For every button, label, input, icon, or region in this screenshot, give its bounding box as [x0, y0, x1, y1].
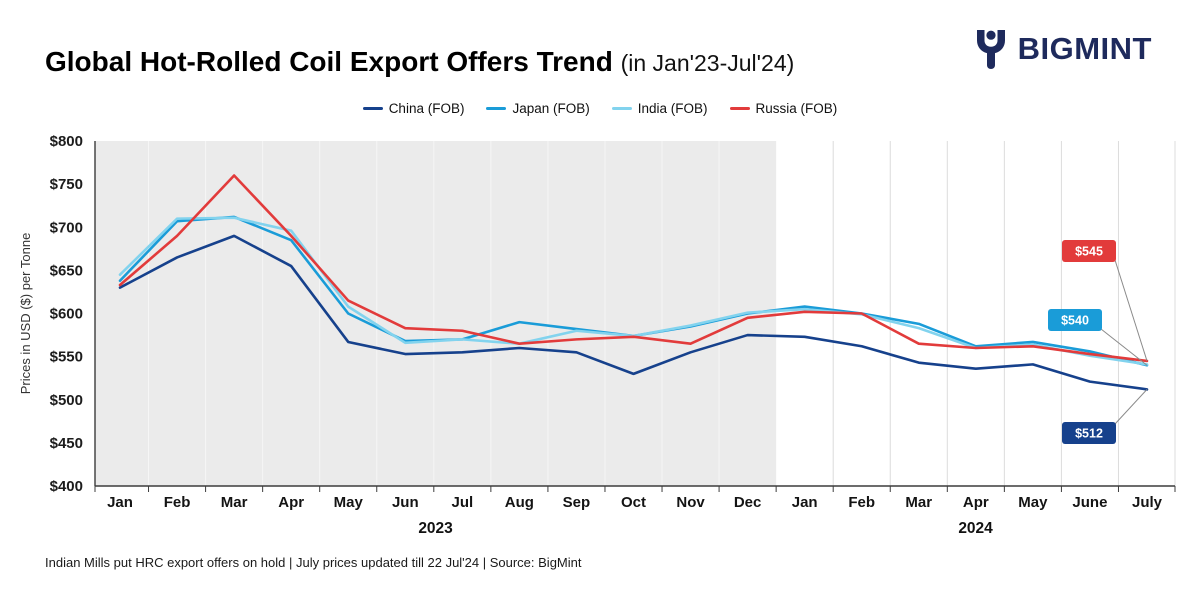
x-tick-label: May: [1018, 494, 1048, 511]
legend-label: India (FOB): [637, 101, 708, 116]
annotation-box: [1048, 309, 1102, 331]
footnote: Indian Mills put HRC export offers on ho…: [45, 555, 582, 570]
x-tick-label: Mar: [905, 494, 932, 511]
annotation-label: $545: [1075, 245, 1103, 259]
line-chart: $400 $450 $500 $550 $600 $650 $700 $750 $800 Pric…: [18, 133, 1176, 537]
y-axis-title: Prices in USD ($) per Tonne: [18, 233, 33, 395]
annotation-box: [1062, 422, 1116, 444]
bigmint-logo-icon: [976, 30, 1005, 69]
brand-name: BIGMINT: [1017, 31, 1152, 66]
year-label-2023: 2023: [418, 520, 453, 537]
title-text: Global Hot-Rolled Coil Export Offers Tre…: [45, 46, 613, 77]
legend-label: China (FOB): [388, 101, 465, 116]
y-tick-label: $500: [50, 392, 83, 409]
page-title: Global Hot-Rolled Coil Export Offers Tre…: [45, 46, 794, 78]
legend-line-marker: [362, 107, 383, 110]
x-tick-label: Aug: [505, 494, 534, 511]
title-subtitle: (in Jan'23-Jul'24): [620, 50, 795, 76]
y-tick-label: $700: [50, 219, 83, 236]
y-tick-label: $400: [50, 478, 83, 495]
x-tick-label: Nov: [676, 494, 705, 511]
x-tick-label: Jun: [392, 494, 419, 511]
y-tick-label: $600: [50, 306, 83, 323]
x-tick-label: Jan: [107, 494, 133, 511]
y-tick-label: $800: [50, 133, 83, 150]
annotation-label: $512: [1075, 427, 1103, 441]
y-tick-label: $550: [50, 349, 83, 366]
legend-line-marker: [486, 107, 507, 110]
x-tick-label: Apr: [278, 494, 304, 511]
series-line-russia-fob: [118, 174, 1149, 363]
annotation-connector: [1114, 259, 1148, 362]
x-tick-label: Jul: [451, 494, 473, 511]
x-tick-label: Jan: [792, 494, 818, 511]
x-tick-label: Feb: [164, 494, 191, 511]
bigmint-logo: BIGMINT: [973, 28, 1152, 70]
x-tick-label: June: [1072, 494, 1107, 511]
legend-item-china-fob: China (FOB): [362, 101, 465, 116]
legend-item-japan-fob: Japan (FOB): [486, 101, 590, 116]
legend-label: Russia (FOB): [755, 101, 838, 116]
x-tick-label: Mar: [221, 494, 248, 511]
annotation-connector: [1114, 389, 1148, 425]
legend-line-marker: [611, 107, 632, 110]
chart-legend: China (FOB) Japan (FOB) India (FOB) Russia …: [0, 101, 1200, 116]
y-tick-label: $750: [50, 176, 83, 193]
y-tick-label: $450: [50, 435, 83, 452]
legend-line-marker: [729, 107, 750, 110]
legend-label: Japan (FOB): [512, 101, 590, 116]
x-tick-label: Sep: [563, 494, 591, 511]
x-tick-label: May: [334, 494, 364, 511]
y-tick-label: $650: [50, 262, 83, 279]
annotation-connector: [1100, 328, 1148, 366]
annotation-box: [1062, 240, 1116, 262]
annotation-label: $540: [1061, 314, 1089, 328]
series-line-china-fob: [118, 234, 1149, 391]
legend-item-india-fob: India (FOB): [611, 101, 708, 116]
x-tick-label: Dec: [734, 494, 762, 511]
x-tick-label: Apr: [963, 494, 989, 511]
shaded-region-2023: [95, 141, 777, 486]
legend-item-russia-fob: Russia (FOB): [729, 101, 838, 116]
year-label-2024: 2024: [958, 520, 993, 537]
x-tick-label: July: [1132, 494, 1163, 511]
x-tick-label: Feb: [848, 494, 875, 511]
x-tick-label: Oct: [621, 494, 646, 511]
